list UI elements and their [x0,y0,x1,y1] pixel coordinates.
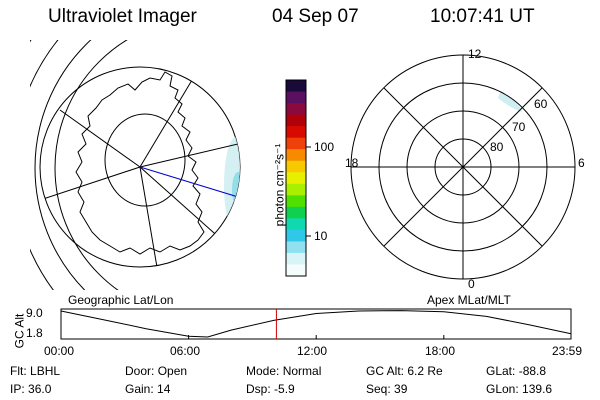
altitude-ytick: 1.8 [26,326,43,340]
aurora-oval [498,92,522,112]
polar-mlat-mlt-plot [350,54,576,280]
colorbar-step [286,114,306,127]
mlt-label-6: 6 [578,156,585,170]
colorbar-label: photon cm⁻²s⁻¹ [272,143,287,227]
left-panel-caption: Geographic Lat/Lon [68,293,174,307]
altitude-series-line [60,310,572,338]
mlat-label-80: 80 [490,140,504,154]
footer-glat: GLat: -88.8 [486,364,547,378]
footer-flt: Flt: LBHL [10,364,61,378]
colorbar-step [286,264,306,277]
colorbar-step [286,183,306,196]
footer-gc-alt: GC Alt: 6.2 Re [366,364,443,378]
x-tick-label: 18:00 [425,344,456,358]
x-tick-label: 06:00 [170,344,201,358]
colorbar-step [286,149,306,162]
footer-mode: Mode: Normal [246,364,322,378]
inner-lat-circle [104,113,186,207]
x-tick-label: 00:00 [44,344,75,358]
colorbar-tick-label: 100 [314,140,335,154]
colorbar-step [286,206,306,219]
colorbar-step [286,229,306,242]
altitude-plot [60,308,572,340]
altitude-ylabel: GC Alt [12,313,27,349]
footer-gain: Gain: 14 [125,382,171,396]
date-label: 04 Sep 07 [272,6,359,27]
lat-arc [34,40,92,290]
colorbar-step [286,80,306,93]
colorbar-step [286,103,306,116]
mlt-label-0: 0 [468,277,475,291]
colorbar-step [286,252,306,265]
meridian [40,166,141,201]
colorbar-step [286,172,306,185]
app-title: Ultraviolet Imager [48,6,197,27]
meridian [59,109,141,168]
colorbar-step [286,126,306,139]
footer-door: Door: Open [125,364,188,378]
x-tick-label: 12:00 [297,344,328,358]
meridian [139,139,240,168]
mlt-label-18: 18 [345,156,359,170]
lat-arc [54,40,128,290]
colorbar-frame [285,79,307,277]
colorbar-step [286,218,306,231]
right-panel-caption: Apex MLat/MLT [427,293,511,307]
sun-direction-line [139,166,240,201]
lat-arc [30,40,59,290]
mlat-label-70: 70 [512,120,526,134]
coastline [75,71,205,255]
colorbar-step [286,160,306,173]
footer-glon: GLon: 139.6 [486,382,553,396]
mlt-label-12: 12 [468,47,482,61]
colorbar [285,79,311,277]
footer-seq: Seq: 39 [366,382,408,396]
footer-dsp: Dsp: -5.9 [246,382,295,396]
meridian [139,166,161,267]
colorbar-step [286,195,306,208]
mlat-label-60: 60 [534,97,548,111]
colorbar-step [286,137,306,150]
x-tick-label: 23:59 [552,344,583,358]
geographic-map [30,40,241,290]
time-label: 10:07:41 UT [430,6,535,27]
footer-ip: IP: 36.0 [10,382,52,396]
colorbar-step [286,241,306,254]
colorbar-tick-label: 10 [314,229,328,243]
colorbar-step [286,91,306,104]
polar-diagonal [383,87,543,247]
altitude-ytick: 9.0 [26,306,43,320]
